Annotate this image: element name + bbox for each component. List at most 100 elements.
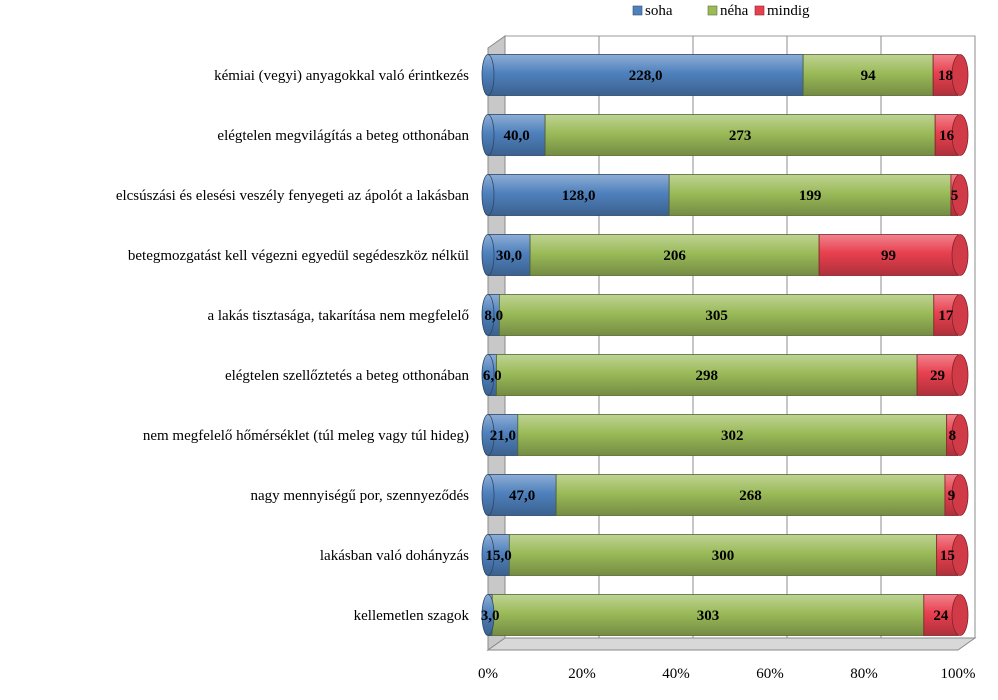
- bar-cap-left: [481, 474, 495, 516]
- data-label: 17: [938, 308, 954, 324]
- bar-segment-soha: [487, 174, 670, 216]
- x-tick-label: 100%: [941, 666, 976, 682]
- bar-cap-right: [951, 114, 969, 156]
- category-label: kellemetlen szagok: [354, 608, 470, 624]
- legend-label: mindig: [767, 3, 810, 19]
- data-label: 15: [940, 548, 955, 564]
- category-labels: kémiai (vegyi) anyagokkal való érintkezé…: [116, 68, 470, 624]
- category-label: nem megfelelő hőmérséklet (túl meleg vag…: [143, 428, 469, 444]
- bar-cap-left: [481, 54, 495, 96]
- bar-cap-right: [951, 234, 969, 276]
- bar-cap-left: [481, 354, 495, 396]
- category-label: elcsúszási és elesési veszély fenyegeti …: [116, 188, 470, 204]
- data-label: 9: [948, 488, 956, 504]
- bar-cap-right: [951, 54, 969, 96]
- x-tick-label: 20%: [568, 666, 596, 682]
- bar-segment-néha: [555, 474, 946, 516]
- bar-row: 47,0 268 9: [481, 474, 969, 516]
- data-label: 15,0: [486, 548, 512, 564]
- bar-cap-right: [951, 534, 969, 576]
- data-label: 206: [663, 248, 686, 264]
- data-label: 305: [705, 308, 728, 324]
- data-label: 3,0: [481, 608, 500, 624]
- bar-segment-mindig: [916, 354, 959, 396]
- bar-cap-left: [481, 594, 495, 636]
- bar-segment-soha: [487, 234, 531, 276]
- legend-label: soha: [645, 3, 673, 19]
- legend-swatch: [754, 5, 765, 16]
- bar-row: 30,0 206 99: [481, 234, 969, 276]
- data-label: 298: [696, 368, 719, 384]
- data-label: 40,0: [503, 128, 529, 144]
- data-label: 94: [861, 68, 877, 84]
- category-label: nagy mennyiségű por, szennyeződés: [250, 488, 469, 504]
- legend-item-néha: néha: [707, 3, 749, 19]
- legend: soha néha mindig: [632, 3, 810, 19]
- data-label: 268: [739, 488, 762, 504]
- data-label: 6,0: [483, 368, 502, 384]
- bar-cap-left: [481, 534, 495, 576]
- category-label: betegmozgatást kell végezni egyedül segé…: [128, 248, 469, 264]
- x-tick-label: 0%: [478, 666, 498, 682]
- data-label: 128,0: [562, 188, 596, 204]
- legend-swatch: [707, 5, 718, 16]
- bar-cap-right: [951, 294, 969, 336]
- bar-segment-néha: [491, 594, 925, 636]
- bar-segment-néha: [496, 354, 918, 396]
- bar-cap-right: [951, 354, 969, 396]
- data-label: 24: [933, 608, 949, 624]
- data-label: 5: [951, 188, 959, 204]
- data-label: 302: [721, 428, 744, 444]
- x-tick-label: 60%: [756, 666, 784, 682]
- data-label: 199: [799, 188, 822, 204]
- data-label: 16: [939, 128, 955, 144]
- bar-cap-left: [481, 174, 495, 216]
- bar-cap-left: [481, 114, 495, 156]
- bar-segment-néha: [517, 414, 948, 456]
- bar-cap-right: [951, 174, 969, 216]
- legend-label: néha: [720, 3, 749, 19]
- bar-segment-soha: [487, 474, 557, 516]
- category-label: a lakás tisztasága, takarítása nem megfe…: [207, 308, 469, 324]
- bar-cap-left: [481, 234, 495, 276]
- bar-segment-néha: [544, 114, 936, 156]
- bar-row: 3,0 303 24: [481, 594, 969, 636]
- data-label: 21,0: [490, 428, 516, 444]
- bar-row: 21,0 302 8: [481, 414, 969, 456]
- bar-segment-néha: [529, 234, 820, 276]
- bar-cap-right: [951, 414, 969, 456]
- category-label: elégtelen szellőztetés a beteg otthonába…: [225, 368, 470, 384]
- bar-segment-néha: [802, 54, 934, 96]
- bar-row: 8,0 305 17: [481, 294, 969, 336]
- data-label: 99: [881, 248, 896, 264]
- data-label: 29: [930, 368, 945, 384]
- bars: 228,0 94 18 40,0 273 16 128,0 199 5 30,0 206 99 8,0 3…: [481, 54, 969, 636]
- x-tick-label: 80%: [850, 666, 878, 682]
- data-label: 273: [729, 128, 752, 144]
- data-label: 30,0: [496, 248, 522, 264]
- bar-segment-néha: [498, 294, 935, 336]
- data-label: 228,0: [629, 68, 663, 84]
- bar-row: 128,0 199 5: [481, 174, 969, 216]
- bar-row: 15,0 300 15: [481, 534, 969, 576]
- bar-row: 6,0 298 29: [481, 354, 969, 396]
- legend-item-soha: soha: [632, 3, 673, 19]
- legend-swatch: [632, 5, 643, 16]
- bar-segment-soha: [487, 114, 546, 156]
- x-tick-label: 40%: [662, 666, 690, 682]
- bar-cap-left: [481, 294, 495, 336]
- data-label: 8: [949, 428, 957, 444]
- data-label: 47,0: [509, 488, 535, 504]
- plot-floor: [486, 637, 977, 651]
- category-label: elégtelen megvilágítás a beteg otthonába…: [217, 128, 469, 144]
- legend-item-mindig: mindig: [754, 3, 810, 19]
- data-label: 303: [697, 608, 720, 624]
- x-axis-ticks: 0% 20% 40% 60% 80% 100%: [478, 666, 976, 682]
- bar-cap-right: [951, 594, 969, 636]
- data-label: 8,0: [484, 308, 503, 324]
- bar-cap-right: [951, 474, 969, 516]
- category-label: lakásban való dohányzás: [320, 548, 469, 564]
- category-label: kémiai (vegyi) anyagokkal való érintkezé…: [214, 68, 469, 84]
- bar-row: 40,0 273 16: [481, 114, 969, 156]
